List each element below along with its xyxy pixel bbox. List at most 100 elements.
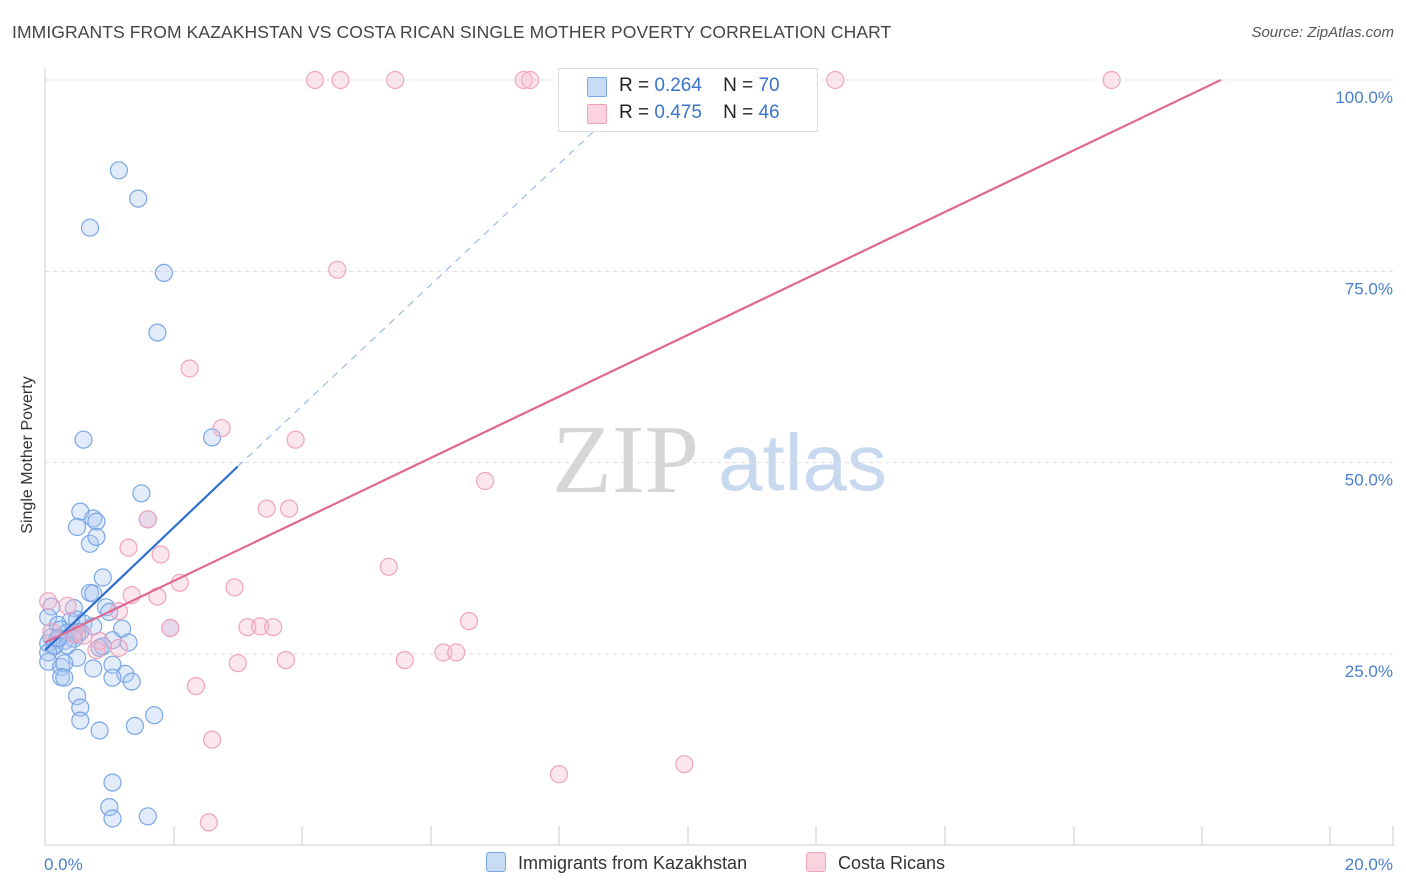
costa-rican-point (180, 359, 199, 378)
kazakhstan-point (103, 668, 122, 687)
axes (44, 68, 1395, 846)
kazakhstan-point (125, 716, 144, 736)
costa-rican-point (119, 538, 138, 557)
costa-rican-point (305, 70, 324, 90)
costa-rican-point (186, 676, 206, 696)
costa-rican-point (386, 70, 405, 90)
legend-swatch-costa-rican (587, 104, 607, 124)
kazakhstan-point (58, 636, 77, 655)
legend-r-label: R = (619, 102, 650, 123)
costa-rican-point (328, 260, 347, 279)
costa-rican-point (549, 765, 569, 784)
costa-rican-point (395, 650, 414, 670)
gridlines (45, 79, 1395, 655)
costa-rican-point (280, 499, 299, 518)
costa-rican-point (251, 617, 270, 636)
kazakhstan-trend-line (44, 465, 239, 651)
source-label: Source: ZipAtlas.com (1251, 24, 1394, 41)
kazakhstan-point (103, 655, 122, 674)
kazakhstan-point (42, 597, 61, 616)
costa-rican-point (138, 510, 157, 529)
kazakhstan-point (122, 672, 141, 691)
kazakhstan-point (154, 263, 173, 282)
y-tick-label: 25.0% (1345, 662, 1393, 681)
kazakhstan-point (80, 218, 100, 237)
kazakhstan-point (145, 706, 164, 725)
series-legend-kazakhstan[interactable]: Immigrants from Kazakhstan (486, 852, 747, 876)
costa-rican-point (476, 471, 495, 491)
y-tick-label: 100.0% (1335, 88, 1393, 107)
costa-rican-point (225, 578, 244, 597)
costa-rican-point (58, 596, 77, 615)
legend-n-label: N = (723, 75, 754, 96)
kazakhstan-point (84, 509, 103, 528)
costa-rican-trend-line (44, 79, 1222, 644)
watermark-atlas: atlas (718, 418, 887, 507)
x-tick-label: 0.0% (44, 855, 83, 874)
kazakhstan-point (87, 527, 106, 547)
kazakhstan-point (84, 584, 103, 603)
costa-rican-point (675, 755, 694, 774)
kazakhstan-point (39, 643, 58, 662)
legend-n-value: 46 (758, 102, 780, 123)
series-legend-costa-rican[interactable]: Costa Ricans (806, 852, 945, 876)
tick-labels: 25.0% 50.0% 75.0% 100.0% 0.0% 20.0% (44, 88, 1393, 874)
costa-rican-point (264, 618, 283, 637)
kazakhstan-point (138, 807, 157, 826)
costa-rican-point (434, 643, 453, 662)
legend-r-value: 0.264 (654, 75, 702, 96)
kazakhstan-point (39, 608, 58, 627)
costa-rican-point (1102, 70, 1121, 90)
data-points (39, 70, 1121, 832)
stats-legend: R = 0.264 N = 70 R = 0.475 N = 46 (558, 68, 818, 132)
costa-rican-point (514, 70, 533, 90)
watermark: ZIP atlas (552, 406, 887, 514)
legend-r-label: R = (619, 75, 650, 96)
kazakhstan-point (203, 428, 222, 447)
legend-n-label: N = (723, 102, 754, 123)
costa-rican-point (286, 430, 305, 449)
x-tick-label: 20.0% (1345, 855, 1393, 874)
legend-n-value: 70 (758, 75, 780, 96)
kazakhstan-point (90, 721, 109, 740)
kazakhstan-point (80, 534, 100, 553)
y-tick-label: 50.0% (1345, 471, 1393, 490)
legend-swatch-costa-rican (806, 852, 826, 872)
kazakhstan-trend-extension (237, 91, 637, 467)
legend-label-costa-rican: Costa Ricans (838, 853, 946, 873)
kazakhstan-point (87, 512, 106, 531)
costa-rican-point (331, 70, 350, 90)
kazakhstan-point (71, 711, 90, 730)
costa-rican-point (151, 545, 170, 564)
costa-rican-point (228, 654, 247, 673)
costa-rican-point (826, 70, 845, 90)
legend-label-kazakhstan: Immigrants from Kazakhstan (518, 853, 748, 873)
kazakhstan-point (103, 809, 122, 828)
costa-rican-point (447, 643, 466, 662)
legend-swatch-kazakhstan (486, 852, 506, 872)
kazakhstan-point (119, 633, 138, 652)
kazakhstan-point (67, 686, 87, 706)
costa-rican-point (39, 592, 58, 611)
kazakhstan-point (93, 568, 112, 587)
costa-rican-point (203, 730, 222, 749)
costa-rican-point (520, 70, 540, 90)
costa-rican-point (257, 499, 276, 518)
kazakhstan-point (71, 698, 90, 717)
watermark-zip: ZIP (552, 406, 699, 514)
kazakhstan-point (55, 668, 74, 687)
kazakhstan-point (55, 654, 74, 673)
kazakhstan-point (129, 189, 148, 208)
kazakhstan-point (148, 323, 167, 342)
costa-rican-point (199, 813, 218, 832)
costa-rican-point (87, 641, 106, 660)
costa-rican-point (459, 611, 479, 631)
kazakhstan-point (132, 484, 151, 503)
kazakhstan-point (84, 659, 103, 678)
legend-swatch-kazakhstan (587, 77, 607, 97)
chart-title: IMMIGRANTS FROM KAZAKHSTAN VS COSTA RICA… (12, 22, 892, 42)
costa-rican-point (212, 419, 231, 438)
costa-rican-point (379, 557, 398, 576)
kazakhstan-point (74, 430, 93, 449)
